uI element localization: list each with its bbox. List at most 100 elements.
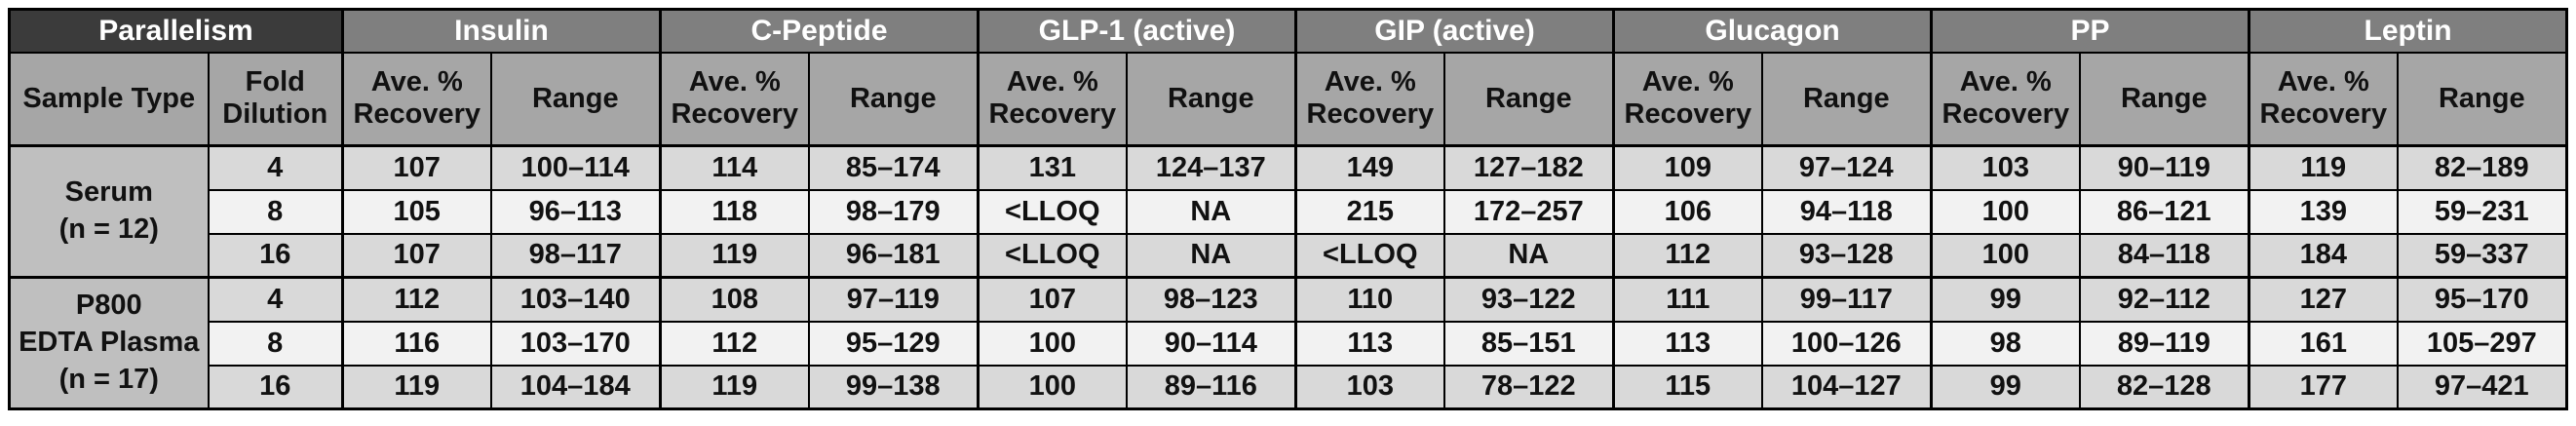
table-row: P800 EDTA Plasma (n = 17) 4 112 103–140 … xyxy=(8,276,2568,410)
sample-type-header: Sample Type xyxy=(8,51,210,147)
analyte-header-leptin: Leptin xyxy=(2248,8,2568,54)
ave-recovery-cell: 108 xyxy=(659,276,810,323)
range-cell: 98–123 xyxy=(1125,276,1297,323)
range-header: Range xyxy=(1442,51,1615,147)
range-cell: 97–421 xyxy=(2396,364,2568,410)
range-cell: 127–182 xyxy=(1442,144,1615,191)
table-title: Parallelism xyxy=(8,8,344,54)
ave-recovery-cell: 106 xyxy=(1612,188,1763,235)
sample-group-serum: Serum (n = 12) xyxy=(8,144,210,279)
range-cell: 98–179 xyxy=(807,188,980,235)
range-cell: 94–118 xyxy=(1760,188,1933,235)
range-cell: 95–170 xyxy=(2396,276,2568,323)
range-cell: 85–174 xyxy=(807,144,980,191)
analyte-header-row: Parallelism Insulin C-Peptide GLP-1 (act… xyxy=(8,8,2568,54)
ave-recovery-header: Ave. % Recovery xyxy=(1294,51,1445,147)
ave-recovery-cell: 115 xyxy=(1612,364,1763,410)
ave-recovery-cell: 116 xyxy=(341,320,492,367)
range-cell: 100–126 xyxy=(1760,320,1933,367)
range-cell: 82–128 xyxy=(2078,364,2250,410)
range-cell: 97–119 xyxy=(807,276,980,323)
fold-dilution-cell: 16 xyxy=(207,364,344,410)
table-row: 8 105 96–113 118 98–179 <LLOQ NA 215 172… xyxy=(10,188,2568,235)
range-cell: 103–140 xyxy=(489,276,662,323)
ave-recovery-cell: 177 xyxy=(2248,364,2399,410)
fold-dilution-header: Fold Dilution xyxy=(207,51,344,147)
ave-recovery-header: Ave. % Recovery xyxy=(659,51,810,147)
ave-recovery-cell: 100 xyxy=(977,320,1128,367)
range-cell: 100–114 xyxy=(489,144,662,191)
range-cell: 96–113 xyxy=(489,188,662,235)
range-cell: 82–189 xyxy=(2396,144,2568,191)
range-cell: 92–112 xyxy=(2078,276,2250,323)
ave-recovery-cell: 114 xyxy=(659,144,810,191)
range-cell: 105–297 xyxy=(2396,320,2568,367)
ave-recovery-cell: <LLOQ xyxy=(977,232,1128,279)
range-cell: 98–117 xyxy=(489,232,662,279)
fold-dilution-cell: 8 xyxy=(207,320,344,367)
range-cell: 93–128 xyxy=(1760,232,1933,279)
ave-recovery-cell: 105 xyxy=(341,188,492,235)
ave-recovery-cell: 113 xyxy=(1294,320,1445,367)
ave-recovery-header: Ave. % Recovery xyxy=(1930,51,2081,147)
table-row: 16 107 98–117 119 96–181 <LLOQ NA <LLOQ … xyxy=(10,232,2568,279)
sample-group-p800-edta-plasma: P800 EDTA Plasma (n = 17) xyxy=(8,276,210,410)
ave-recovery-cell: 112 xyxy=(341,276,492,323)
ave-recovery-cell: 161 xyxy=(2248,320,2399,367)
ave-recovery-cell: 139 xyxy=(2248,188,2399,235)
fold-dilution-cell: 4 xyxy=(207,276,344,323)
range-cell: 104–127 xyxy=(1760,364,1933,410)
range-cell: 84–118 xyxy=(2078,232,2250,279)
range-cell: 85–151 xyxy=(1442,320,1615,367)
table-row: Serum (n = 12) 4 107 100–114 114 85–174 … xyxy=(8,144,2568,279)
ave-recovery-cell: 112 xyxy=(1612,232,1763,279)
ave-recovery-cell: 100 xyxy=(1930,188,2081,235)
range-cell: 90–114 xyxy=(1125,320,1297,367)
ave-recovery-cell: 107 xyxy=(341,232,492,279)
range-header: Range xyxy=(807,51,980,147)
ave-recovery-cell: 107 xyxy=(977,276,1128,323)
range-cell: 93–122 xyxy=(1442,276,1615,323)
ave-recovery-cell: 103 xyxy=(1930,144,2081,191)
subheader-row: Sample Type Fold Dilution Ave. % Recover… xyxy=(8,51,2568,147)
ave-recovery-cell: 99 xyxy=(1930,276,2081,323)
ave-recovery-cell: 113 xyxy=(1612,320,1763,367)
range-header: Range xyxy=(1125,51,1297,147)
range-cell: 104–184 xyxy=(489,364,662,410)
fold-dilution-cell: 8 xyxy=(207,188,344,235)
ave-recovery-cell: 215 xyxy=(1294,188,1445,235)
ave-recovery-cell: <LLOQ xyxy=(1294,232,1445,279)
range-header: Range xyxy=(1760,51,1933,147)
ave-recovery-cell: 107 xyxy=(341,144,492,191)
ave-recovery-cell: 149 xyxy=(1294,144,1445,191)
page: Parallelism Insulin C-Peptide GLP-1 (act… xyxy=(8,8,2569,410)
ave-recovery-header: Ave. % Recovery xyxy=(2248,51,2399,147)
ave-recovery-cell: 110 xyxy=(1294,276,1445,323)
ave-recovery-cell: 103 xyxy=(1294,364,1445,410)
analyte-header-glucagon: Glucagon xyxy=(1612,8,1933,54)
analyte-header-insulin: Insulin xyxy=(340,8,662,54)
range-cell: 99–117 xyxy=(1760,276,1933,323)
range-header: Range xyxy=(489,51,662,147)
ave-recovery-cell: 119 xyxy=(341,364,492,410)
analyte-header-c-peptide: C-Peptide xyxy=(659,8,980,54)
range-cell: NA xyxy=(1125,188,1297,235)
range-cell: 99–138 xyxy=(807,364,980,410)
range-cell: 89–116 xyxy=(1125,364,1297,410)
range-cell: 78–122 xyxy=(1442,364,1615,410)
ave-recovery-cell: 118 xyxy=(659,188,810,235)
analyte-header-pp: PP xyxy=(1930,8,2250,54)
ave-recovery-cell: 109 xyxy=(1612,144,1763,191)
range-cell: 59–337 xyxy=(2396,232,2568,279)
range-cell: 96–181 xyxy=(807,232,980,279)
analyte-header-gip: GIP (active) xyxy=(1294,8,1615,54)
range-cell: 172–257 xyxy=(1442,188,1615,235)
ave-recovery-cell: 119 xyxy=(659,232,810,279)
table-row: 8 116 103–170 112 95–129 100 90–114 113 … xyxy=(10,320,2568,367)
analyte-header-glp-1: GLP-1 (active) xyxy=(977,8,1297,54)
ave-recovery-cell: 119 xyxy=(659,364,810,410)
ave-recovery-cell: 100 xyxy=(1930,232,2081,279)
ave-recovery-cell: 98 xyxy=(1930,320,2081,367)
range-cell: NA xyxy=(1125,232,1297,279)
table-row: 16 119 104–184 119 99–138 100 89–116 103… xyxy=(10,364,2568,410)
